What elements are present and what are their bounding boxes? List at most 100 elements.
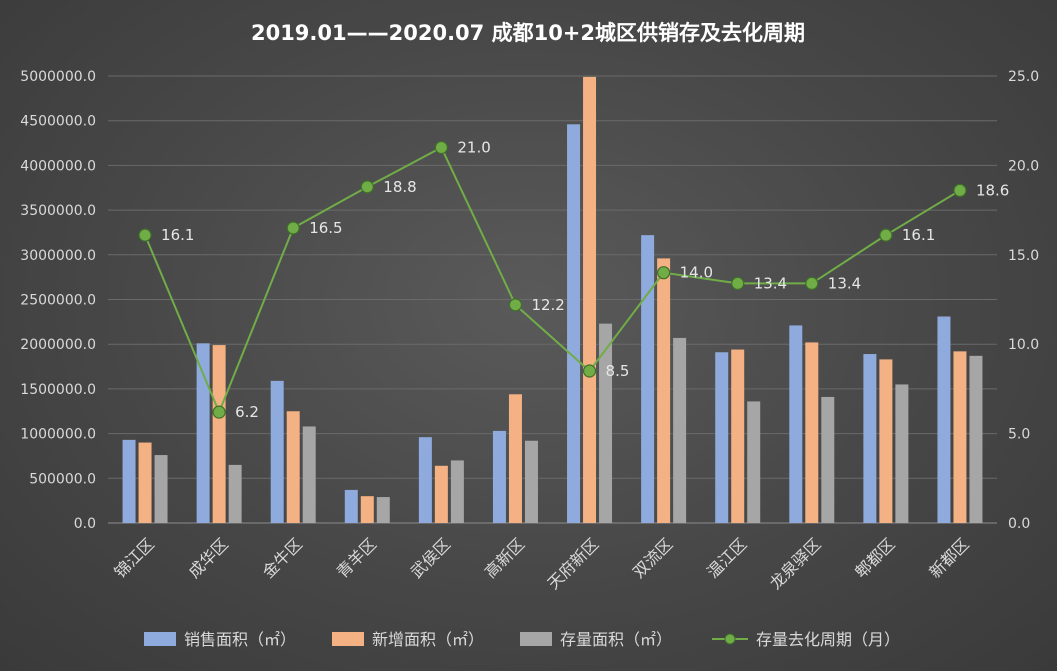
bar	[196, 343, 210, 523]
left-tick-label: 4000000.0	[20, 158, 96, 174]
bar	[492, 430, 506, 523]
bar	[344, 489, 358, 523]
bar	[879, 359, 893, 523]
left-tick-label: 3000000.0	[20, 248, 96, 264]
bar	[657, 258, 671, 523]
legend-swatch	[520, 632, 552, 646]
legend-swatch	[144, 632, 176, 646]
data-label: 18.8	[383, 178, 416, 196]
x-tick-label: 新都区	[925, 534, 972, 581]
legend-label: 新增面积（㎡）	[372, 630, 484, 649]
data-label: 16.5	[309, 219, 342, 237]
bar	[302, 426, 316, 523]
bar	[821, 396, 835, 523]
legend-label: 销售面积（㎡）	[184, 630, 296, 649]
legend-label: 存量去化周期（月）	[756, 630, 900, 649]
left-tick-label: 2500000.0	[20, 293, 96, 309]
data-label: 13.4	[754, 274, 787, 292]
data-label: 18.6	[976, 181, 1009, 199]
bar	[895, 384, 909, 523]
x-tick-label: 双流区	[629, 534, 676, 581]
x-axis-labels: 锦江区 成华区 金牛区 青羊区 武侯区 高新区 天府新区 双流区 温江区 龙泉驿区 郫都区 新都区	[110, 534, 972, 593]
bar	[953, 351, 967, 523]
legend-label: 存量面积（㎡）	[560, 630, 672, 649]
bar	[450, 460, 464, 523]
data-label: 6.2	[235, 403, 259, 421]
right-tick-label: 10.0	[1008, 337, 1039, 353]
bar	[212, 345, 226, 523]
data-label: 14.0	[680, 264, 713, 282]
legend-swatch	[332, 632, 364, 646]
right-tick-label: 20.0	[1008, 158, 1039, 174]
left-tick-label: 500000.0	[29, 471, 96, 487]
bar	[228, 464, 242, 523]
data-label: 8.5	[606, 362, 630, 380]
line-point	[508, 298, 523, 312]
left-tick-label: 1000000.0	[20, 427, 96, 443]
x-tick-label: 高新区	[481, 534, 528, 581]
x-tick-label: 温江区	[703, 534, 750, 581]
bar	[937, 316, 951, 523]
x-tick-label: 龙泉驿区	[766, 534, 825, 593]
data-label: 21.0	[457, 139, 490, 157]
data-label: 12.2	[531, 296, 564, 314]
line-point	[212, 405, 226, 419]
x-tick-label: 郫都区	[851, 534, 898, 581]
right-tick-label: 25.0	[1008, 69, 1039, 85]
gridlines	[108, 75, 997, 524]
bar	[747, 401, 761, 523]
line-point	[805, 276, 819, 291]
left-tick-label: 2000000.0	[20, 337, 96, 353]
right-tick-label: 15.0	[1008, 248, 1039, 264]
line-point	[953, 183, 967, 198]
line-point	[434, 140, 448, 155]
line-point	[657, 266, 671, 280]
series-line	[144, 146, 961, 415]
bar	[567, 124, 581, 523]
line-point	[360, 180, 374, 194]
legend-swatch-marker	[724, 633, 736, 645]
line-point	[582, 364, 597, 378]
bar	[731, 349, 745, 523]
legend: 销售面积（㎡） 新增面积（㎡） 存量面积（㎡） 存量去化周期（月）	[144, 630, 900, 649]
bar	[508, 394, 522, 523]
bar	[270, 380, 284, 523]
bar	[863, 354, 877, 523]
bar	[805, 342, 819, 523]
left-tick-label: 1500000.0	[20, 382, 96, 398]
left-tick-label: 0.0	[74, 516, 96, 532]
line-point	[286, 221, 300, 235]
chart-title: 2019.01——2020.07 成都10+2城区供销存及去化周期	[251, 21, 805, 45]
left-tick-label: 3500000.0	[20, 203, 96, 219]
bar	[360, 496, 374, 523]
right-tick-label: 5.0	[1008, 427, 1030, 443]
data-label: 16.1	[902, 226, 935, 244]
left-tick-label: 5000000.0	[20, 69, 96, 85]
bar	[122, 439, 136, 523]
left-axis-ticks: 0.0 500000.0 1000000.0 1500000.0 2000000.0 25…	[20, 69, 96, 532]
bar	[154, 455, 168, 523]
bar	[434, 465, 448, 523]
x-tick-label: 锦江区	[110, 534, 157, 581]
bar	[138, 442, 152, 523]
bar	[969, 355, 983, 523]
bar	[599, 323, 613, 523]
bar	[583, 76, 597, 524]
line-series: 16.1 6.2 16.5 18.8 21.0 12.2 8.5 14.0 13.4 13.4 16…	[138, 139, 1009, 421]
x-tick-label: 天府新区	[544, 534, 603, 593]
bar	[286, 411, 300, 523]
bar	[641, 235, 655, 523]
bar	[789, 325, 803, 523]
x-tick-label: 成华区	[185, 534, 232, 581]
right-tick-label: 0.0	[1008, 516, 1030, 532]
bar-series	[122, 76, 983, 524]
right-axis-ticks: 0.0 5.0 10.0 15.0 20.0 25.0	[1008, 69, 1039, 532]
line-point	[731, 276, 745, 291]
bar	[715, 352, 729, 523]
bar	[418, 437, 432, 523]
x-tick-label: 金牛区	[259, 534, 306, 581]
line-point	[138, 228, 152, 242]
bar	[673, 337, 687, 523]
